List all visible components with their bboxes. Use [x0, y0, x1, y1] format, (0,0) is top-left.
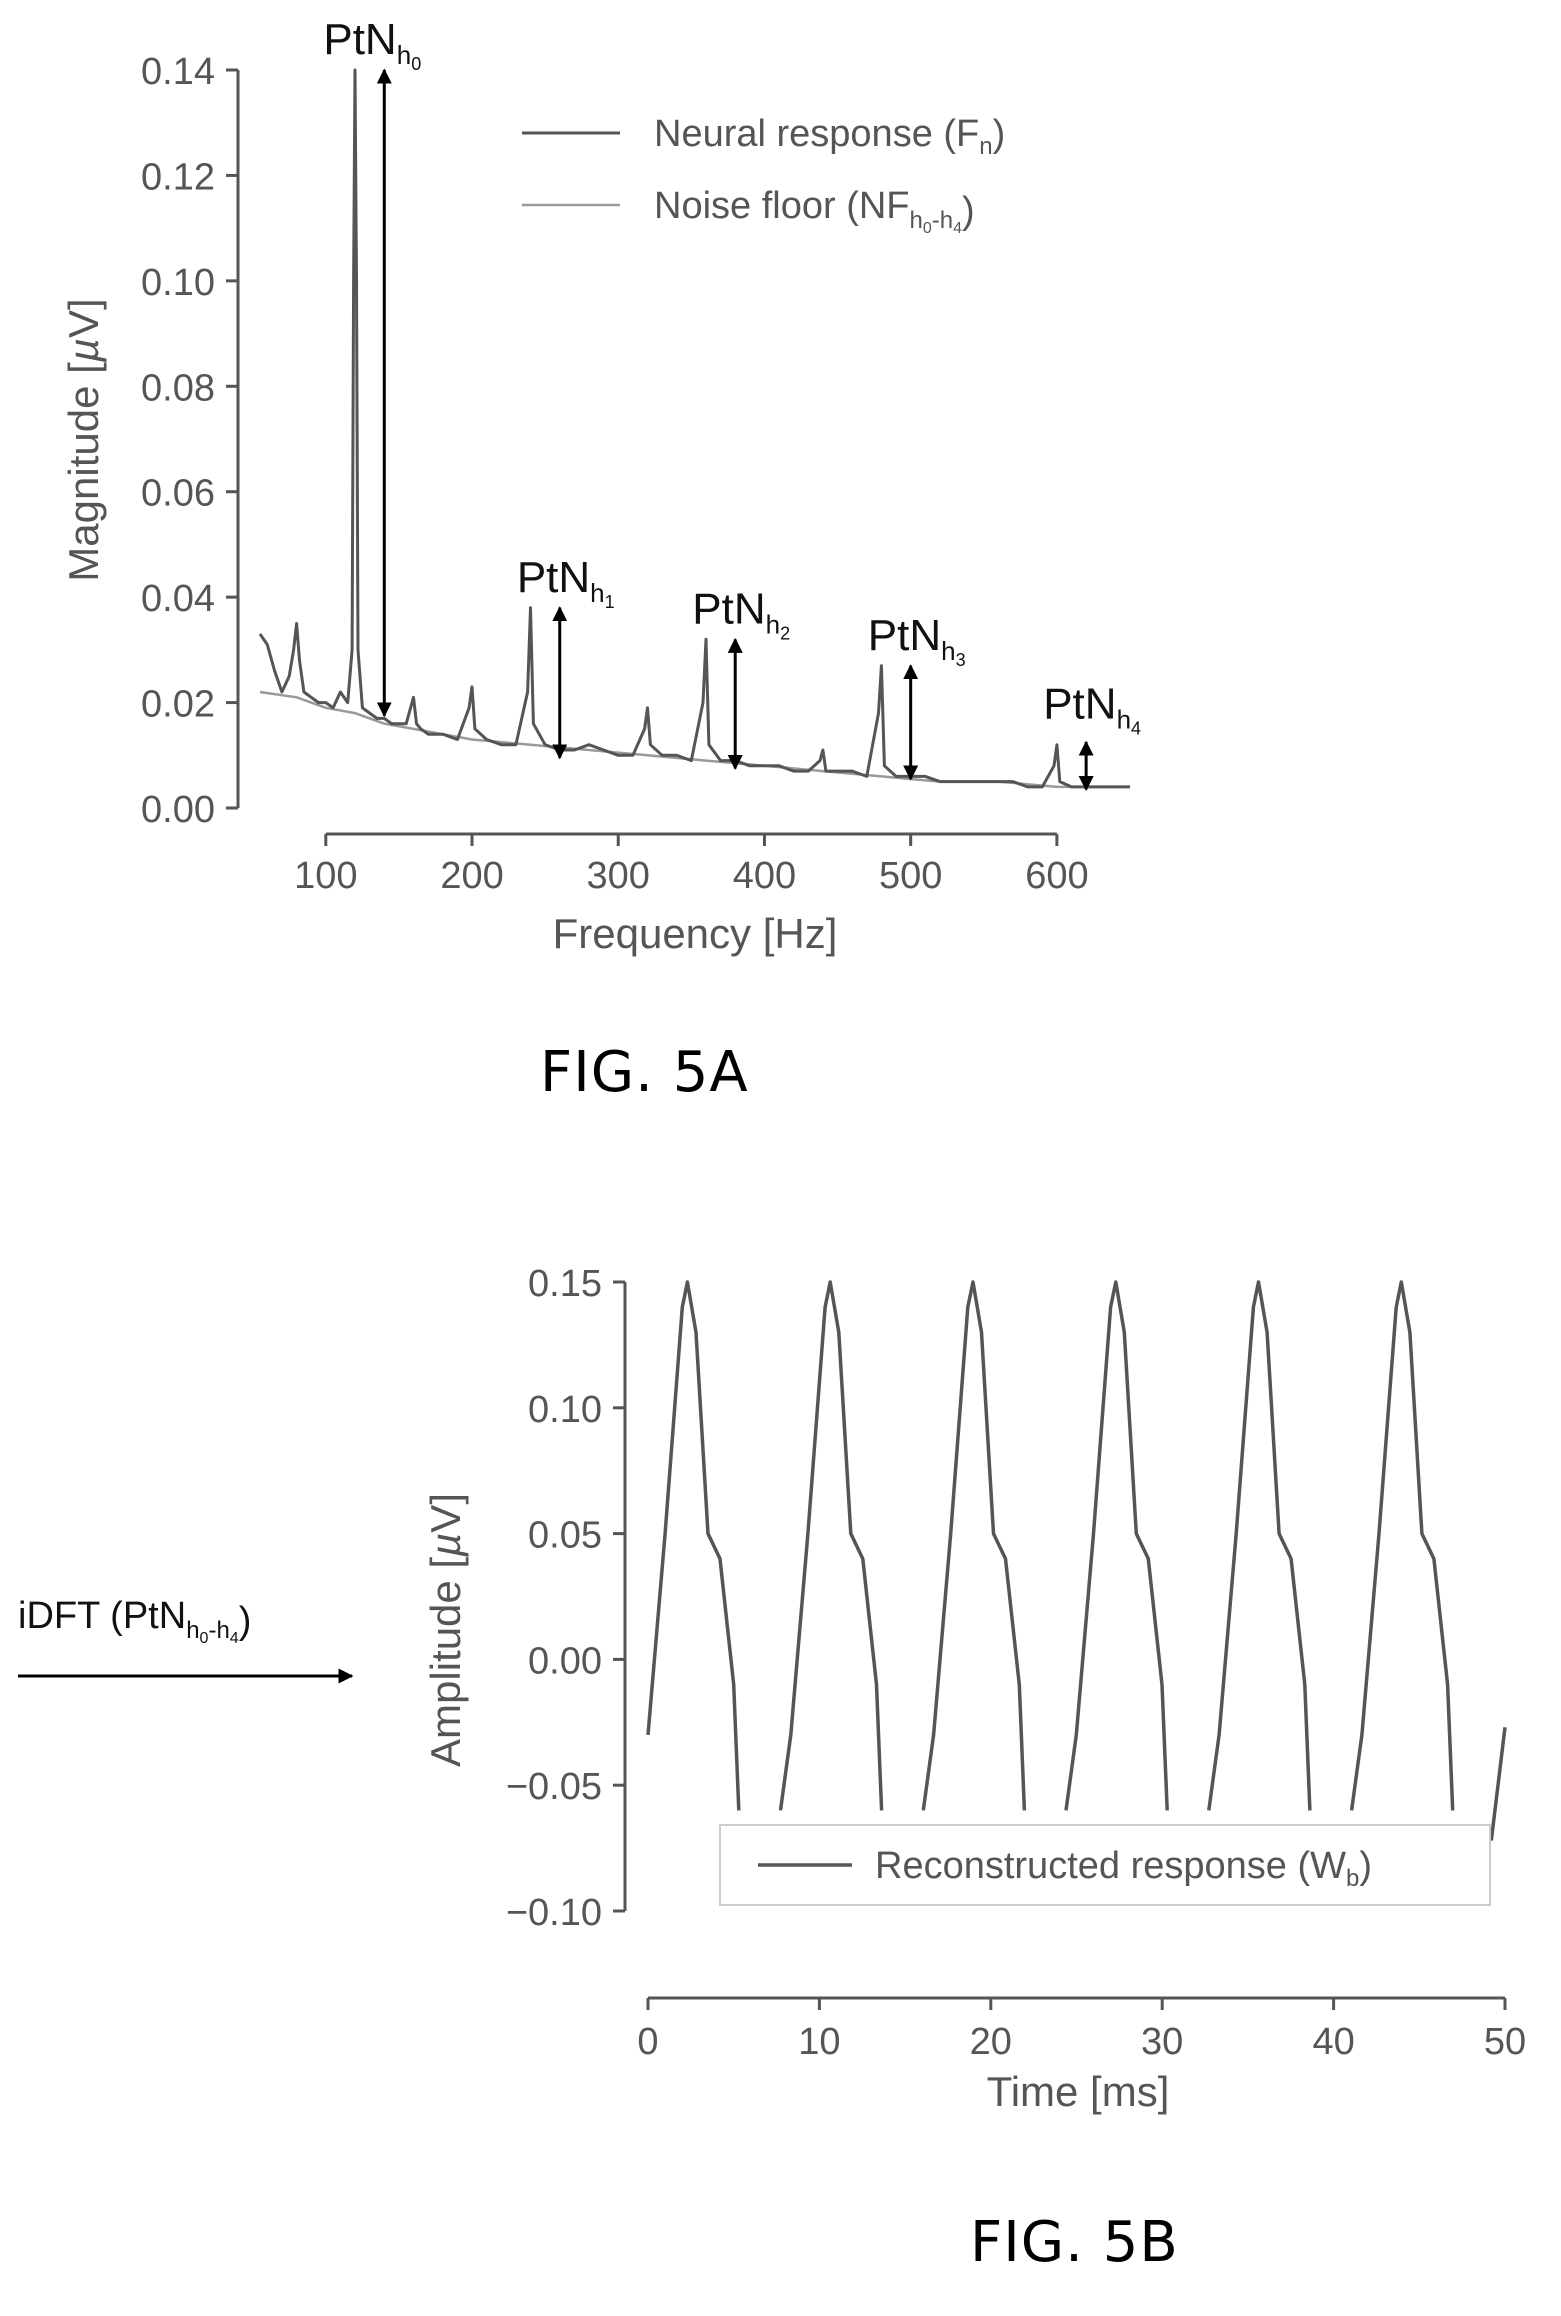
neural-response-line: [258, 68, 1130, 789]
waveform-cycle-2: [778, 1280, 884, 1811]
legend-neural-label: Neural response (Fn): [654, 113, 1005, 160]
frequency-spectrum-chart: 0.00 0.02 0.04 0.06 0.08 0.10 0.12 0.14 100 200 30…: [60, 15, 1141, 957]
x-tick-label: 200: [440, 855, 503, 897]
y-tick-label: 0.06: [141, 473, 215, 515]
figure-5b-caption: FIG. 5B: [970, 2210, 1179, 2275]
x-tick-label: 40: [1312, 2021, 1354, 2063]
ptn-label-1: PtNh1: [517, 553, 615, 612]
y-tick-label: 0.00: [528, 1640, 602, 1682]
waveform-cycle-1: [646, 1280, 741, 1811]
y-tick-label: 0.14: [141, 51, 215, 93]
ptn-label-3: PtNh3: [868, 611, 966, 670]
y-tick-label: −0.05: [506, 1766, 602, 1808]
ptn-label-0: PtNh0: [323, 15, 421, 74]
legend-noise-label: Noise floor (NFh0-h4): [654, 185, 975, 237]
y-tick-label: 0.08: [141, 367, 215, 409]
x-tick-label: 600: [1025, 855, 1088, 897]
waveform-tail: [1489, 1727, 1507, 1841]
y-tick-label: 0.10: [141, 262, 215, 304]
x-tick-label: 400: [733, 855, 796, 897]
waveform-cycle-6: [1349, 1280, 1455, 1811]
x-tick-label: 50: [1484, 2021, 1526, 2063]
waveform-cycle-3: [921, 1280, 1027, 1811]
y-tick-label: 0.00: [141, 789, 215, 831]
legend-label: Reconstructed response (Wb): [875, 1845, 1372, 1892]
waveform-cycle-4: [1064, 1280, 1169, 1811]
y-tick-label: 0.10: [528, 1389, 602, 1431]
x-tick-label: 100: [294, 855, 357, 897]
x-axis-label: Time [ms]: [987, 2068, 1170, 2115]
y-axis-label: Amplitude [µV]: [422, 1493, 469, 1767]
x-tick-label: 500: [879, 855, 942, 897]
waveform-cycle-5: [1207, 1280, 1312, 1811]
x-tick-label: 0: [637, 2021, 658, 2063]
y-tick-label: 0.04: [141, 578, 215, 620]
idft-label: iDFT (PtNh0-h4): [18, 1595, 251, 1647]
ptn-label-4: PtNh4: [1043, 679, 1141, 738]
y-tick-label: 0.02: [141, 684, 215, 726]
x-tick-label: 10: [798, 2021, 840, 2063]
y-tick-label: 0.12: [141, 156, 215, 198]
y-tick-label: −0.10: [506, 1892, 602, 1934]
y-tick-label: 0.15: [528, 1263, 602, 1305]
x-axis-label: Frequency [Hz]: [553, 910, 838, 957]
x-tick-label: 30: [1141, 2021, 1183, 2063]
y-axis-label: Magnitude [µV]: [60, 298, 107, 581]
figure-5a-caption: FIG. 5A: [540, 1040, 749, 1105]
reconstructed-waveform-chart: −0.10 −0.05 0.00 0.05 0.10 0.15 0 10 20 30 40 50 Tim…: [18, 1263, 1526, 2115]
x-tick-label: 20: [970, 2021, 1012, 2063]
x-tick-label: 300: [587, 855, 650, 897]
ptn-label-2: PtNh2: [692, 585, 790, 644]
y-tick-label: 0.05: [528, 1515, 602, 1557]
